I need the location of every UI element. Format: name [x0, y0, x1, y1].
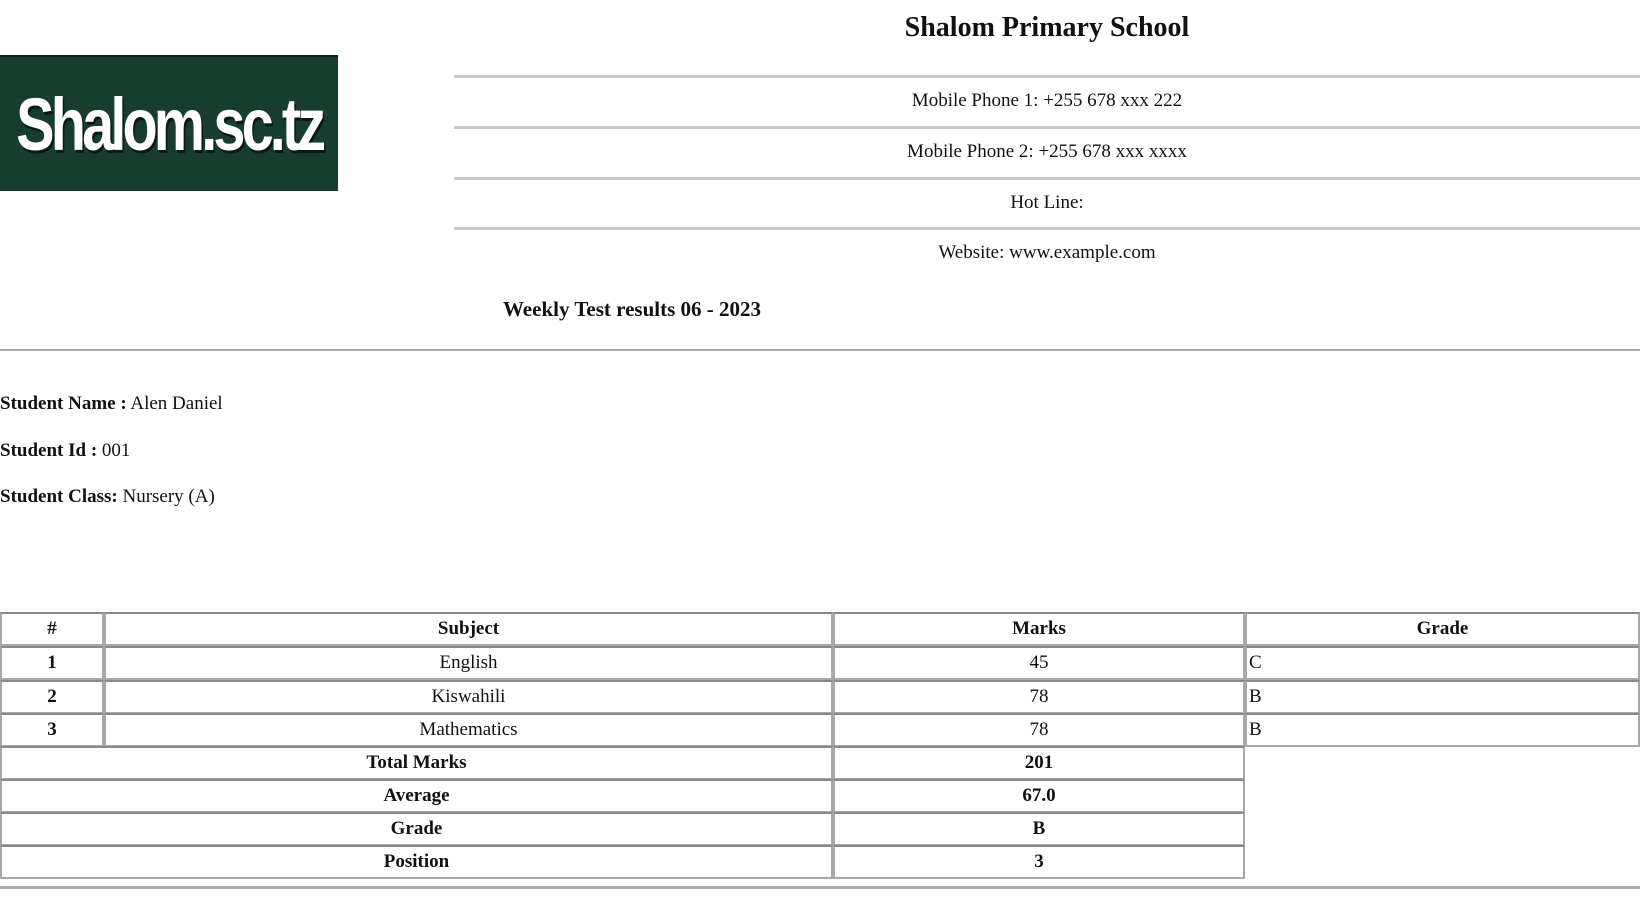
summary-value: 201 — [833, 746, 1245, 780]
header-grade: Grade — [1245, 612, 1640, 646]
header-subject: Subject — [104, 612, 833, 646]
row-subject: Mathematics — [104, 713, 833, 747]
header-number: # — [0, 612, 104, 646]
summary-label: Grade — [0, 812, 833, 846]
logo-text: Shalom.sc.tz — [15, 82, 326, 166]
header-marks: Marks — [833, 612, 1245, 646]
row-marks: 45 — [833, 646, 1245, 680]
row-subject: Kiswahili — [104, 680, 833, 714]
summary-label: Position — [0, 845, 833, 879]
divider — [454, 177, 1640, 180]
row-grade: C — [1245, 646, 1640, 680]
student-id: Student Id : 001 — [0, 440, 130, 462]
student-name-value: Alen Daniel — [130, 393, 223, 414]
summary-label: Average — [0, 779, 833, 813]
school-logo: Shalom.sc.tz — [0, 55, 338, 191]
contact-hotline: Hot Line: — [1010, 192, 1084, 213]
row-marks: 78 — [833, 713, 1245, 747]
report-title: Weekly Test results 06 - 2023 — [502, 297, 762, 321]
contact-website: Website: www.example.com — [938, 242, 1156, 263]
row-number: 2 — [0, 680, 104, 714]
student-id-label: Student Id : — [0, 440, 98, 461]
student-class-value: Nursery (A) — [122, 486, 215, 507]
summary-value: 3 — [833, 845, 1245, 879]
row-number: 1 — [0, 646, 104, 680]
divider — [454, 227, 1640, 230]
summary-value: 67.0 — [833, 779, 1245, 813]
row-number: 3 — [0, 713, 104, 747]
student-name: Student Name : Alen Daniel — [0, 393, 223, 415]
contact-phone-1: Mobile Phone 1: +255 678 xxx 222 — [911, 90, 1183, 111]
student-name-label: Student Name : — [0, 393, 127, 414]
row-grade: B — [1245, 680, 1640, 714]
divider — [454, 75, 1640, 78]
divider — [454, 126, 1640, 129]
contact-phone-2: Mobile Phone 2: +255 678 xxx xxxx — [907, 141, 1187, 162]
row-subject: English — [104, 646, 833, 680]
summary-label: Total Marks — [0, 746, 833, 780]
row-marks: 78 — [833, 680, 1245, 714]
bottom-divider — [0, 886, 1640, 889]
section-divider — [0, 349, 1640, 351]
school-name: Shalom Primary School — [904, 12, 1190, 43]
student-id-value: 001 — [101, 440, 131, 461]
student-class-label: Student Class: — [0, 486, 118, 507]
summary-value: B — [833, 812, 1245, 846]
student-class: Student Class: Nursery (A) — [0, 486, 215, 508]
row-grade: B — [1245, 713, 1640, 747]
